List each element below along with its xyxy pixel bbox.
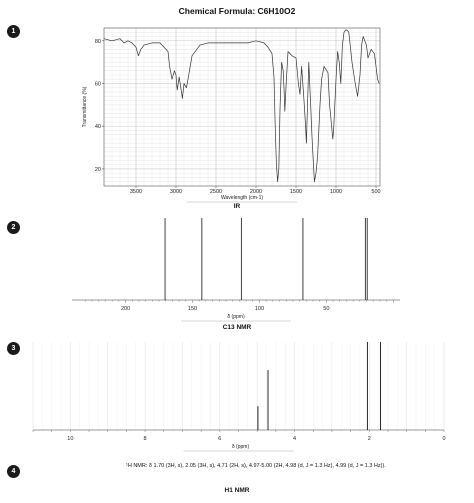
ir-x-tick-label: 3500 <box>130 189 142 195</box>
ir-x-tick-label: 2500 <box>210 189 222 195</box>
ir-chart: 3500 3000 2500 2000 1500 1000 500 20 40 60 80 Wavel… <box>82 27 381 203</box>
h1-panel-label: H1 NMR <box>224 487 250 494</box>
ir-x-axis-label: Wavelength (cm-1) <box>221 195 263 201</box>
c13-x-tick-label: 50 <box>323 306 329 312</box>
h1-x-tick-label: 8 <box>144 436 147 442</box>
ir-y-tick-label: 40 <box>95 124 101 130</box>
c13-x-tick-label: 150 <box>188 306 197 312</box>
h1-x-tick-label: 0 <box>442 436 445 442</box>
ir-y-tick-label: 20 <box>95 167 101 173</box>
panel-badge-1: 1 <box>7 25 20 38</box>
c13-panel-label: C13 NMR <box>222 324 252 331</box>
c13-x-axis-label: δ (ppm) <box>227 314 245 320</box>
ir-y-tick-label: 80 <box>95 39 101 45</box>
h1-x-tick-label: 10 <box>67 436 73 442</box>
h1-x-tick-label: 6 <box>218 436 221 442</box>
ir-x-tick-label: 500 <box>371 189 380 195</box>
h1-nmr-chart: 10 8 6 4 2 0 δ (ppm) <box>32 342 446 452</box>
ir-frame <box>103 27 381 187</box>
h1-x-tick-label: 2 <box>368 436 371 442</box>
c13-nmr-chart: 200 150 100 50 δ (ppm) <box>72 218 400 322</box>
ir-spectrum-line <box>103 29 380 183</box>
page-title: Chemical Formula: C6H10O2 <box>178 6 296 16</box>
h1-x-tick-label: 4 <box>293 436 296 442</box>
ir-y-tick-label: 60 <box>95 82 101 88</box>
panel-badge-2: 2 <box>7 221 20 234</box>
panel-badge-3: 3 <box>7 342 20 355</box>
c13-x-tick-label: 200 <box>121 306 130 312</box>
ir-y-axis-label: Transmittance (%) <box>82 86 88 127</box>
ir-x-tick-label: 2000 <box>250 189 262 195</box>
ir-x-tick-label: 1000 <box>330 189 342 195</box>
ir-panel-label: IR <box>233 203 241 210</box>
ir-x-tick-label: 1500 <box>290 189 302 195</box>
ir-x-tick-label: 3000 <box>170 189 182 195</box>
h1-nmr-description: ¹H NMR: δ 1.70 (3H, s), 2.05 (3H, s), 4.… <box>126 463 386 469</box>
panel-badge-4: 4 <box>7 465 20 478</box>
h1-x-axis-label: δ (ppm) <box>232 444 250 450</box>
c13-x-tick-label: 100 <box>255 306 264 312</box>
